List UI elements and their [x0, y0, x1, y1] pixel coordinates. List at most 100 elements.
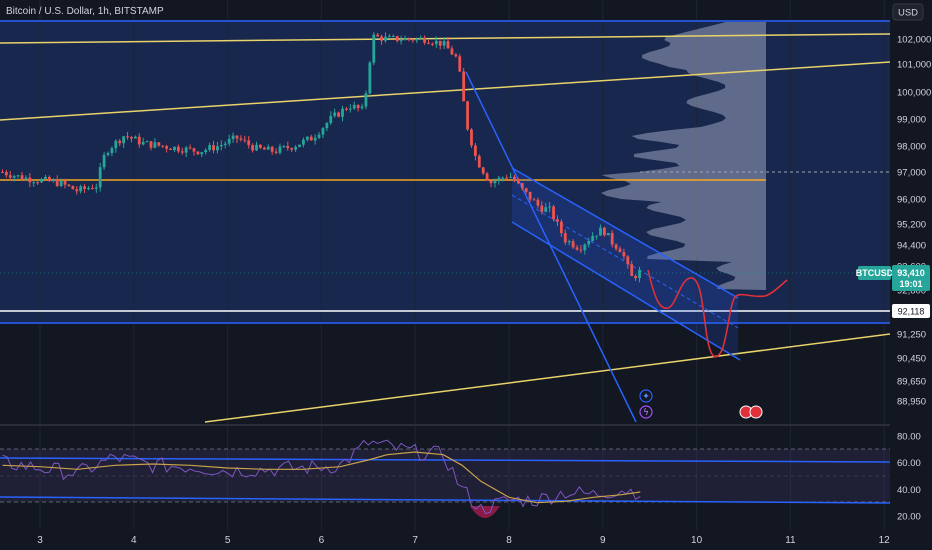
- candle-body: [473, 145, 477, 156]
- candle-body: [133, 136, 137, 139]
- candle-body: [325, 123, 329, 129]
- candle-body: [239, 138, 243, 140]
- candle-body: [40, 178, 43, 183]
- candle-body: [63, 180, 67, 185]
- rsi-blue-line-bottom[interactable]: [0, 496, 891, 504]
- price-tick-label: 90,450: [897, 354, 926, 365]
- price-tick-label: 101,000: [897, 60, 931, 71]
- candle-body: [567, 241, 571, 243]
- candle-body: [219, 144, 223, 147]
- candle-body: [419, 37, 423, 39]
- candle-body: [368, 62, 372, 94]
- candle-body: [8, 175, 12, 178]
- candle-body: [516, 181, 520, 184]
- candle-body: [528, 191, 532, 200]
- candle-body: [438, 40, 442, 46]
- candle-body: [216, 146, 219, 151]
- yellow-trendline-bottom[interactable]: [204, 333, 891, 423]
- candle-body: [16, 175, 20, 177]
- candle-body: [415, 38, 419, 41]
- candle-body: [388, 36, 391, 38]
- candle-body: [513, 176, 516, 182]
- channel-upper-line[interactable]: [511, 167, 739, 299]
- candle-body: [481, 167, 485, 174]
- yellow-trendline-mid[interactable]: [0, 61, 891, 121]
- candle-body: [169, 148, 172, 151]
- candle-body: [106, 152, 110, 155]
- candle-body: [352, 104, 356, 109]
- candle-body: [180, 151, 184, 153]
- candle-body: [372, 34, 376, 63]
- candle-body: [360, 106, 364, 109]
- candle-body: [157, 142, 161, 146]
- candle-body: [266, 146, 270, 150]
- candle-body: [376, 34, 380, 37]
- candle-body: [384, 36, 387, 41]
- level-tag-bg: [892, 304, 930, 318]
- candle-body: [622, 252, 626, 257]
- candle-body: [403, 38, 407, 41]
- candle-body: [391, 35, 395, 37]
- flash-glyph: ϟ: [643, 408, 649, 418]
- candle-body: [94, 187, 98, 189]
- candle-body: [290, 148, 294, 150]
- candle-body: [192, 148, 196, 152]
- candle-body: [24, 177, 28, 180]
- lightning-icon[interactable]: [639, 389, 653, 403]
- volume-profile: [601, 22, 766, 290]
- candle-body: [278, 146, 282, 153]
- candle-body: [188, 147, 192, 149]
- candle-body: [602, 227, 606, 236]
- candle-body: [462, 71, 466, 102]
- yellow-trendline-top[interactable]: [0, 33, 891, 44]
- candle-body: [434, 40, 438, 45]
- candle-body: [485, 173, 489, 181]
- candle-body: [497, 177, 501, 182]
- candle-body: [313, 137, 317, 141]
- candle-body: [251, 145, 255, 151]
- candle-body: [145, 141, 149, 143]
- candle-body: [141, 142, 145, 145]
- price-tag-bg: [892, 265, 930, 291]
- candle-body: [442, 41, 446, 46]
- candle-body: [298, 144, 301, 147]
- time-tick-label: 3: [37, 535, 43, 546]
- time-tick-label: 7: [412, 535, 418, 546]
- currency-button[interactable]: [892, 3, 924, 21]
- steep-trendline[interactable]: [465, 71, 637, 423]
- candle-body: [345, 108, 348, 110]
- candle-body: [501, 177, 505, 179]
- candle-body: [348, 108, 352, 110]
- candle-body: [575, 247, 579, 250]
- us-event-icon-2[interactable]: [749, 405, 763, 419]
- candle-body: [466, 101, 469, 130]
- candle-body: [411, 39, 415, 41]
- projection-drawing[interactable]: [647, 269, 788, 358]
- candle-body: [618, 248, 622, 253]
- candle-body: [591, 236, 595, 241]
- candle-body: [595, 235, 598, 237]
- candle-body: [153, 142, 157, 148]
- rsi-axis[interactable]: 80.00 60.00 40.00 20.00: [897, 432, 921, 523]
- candle-body: [489, 180, 493, 184]
- candle-body: [149, 141, 153, 148]
- candle-body: [102, 154, 106, 168]
- candle-body: [4, 172, 8, 176]
- candle-body: [458, 56, 462, 72]
- candle-body: [259, 144, 262, 148]
- candle-body: [309, 136, 313, 141]
- candle-body: [212, 145, 215, 151]
- candle-body: [423, 37, 426, 43]
- price-tick-label: 100,000: [897, 88, 931, 99]
- candle-body: [548, 206, 552, 208]
- price-tick-label: 88,950: [897, 397, 926, 408]
- candle-body: [270, 146, 274, 152]
- time-axis[interactable]: 3 4 5 6 7 8 9 10 11 12: [37, 535, 890, 546]
- time-tick-label: 4: [131, 535, 137, 546]
- grid: [39, 0, 885, 530]
- flash-icon[interactable]: [639, 405, 653, 419]
- rsi-blue-line-top[interactable]: [0, 457, 891, 463]
- rsi-tick-label: 40.00: [897, 485, 921, 496]
- candle-body: [337, 112, 340, 117]
